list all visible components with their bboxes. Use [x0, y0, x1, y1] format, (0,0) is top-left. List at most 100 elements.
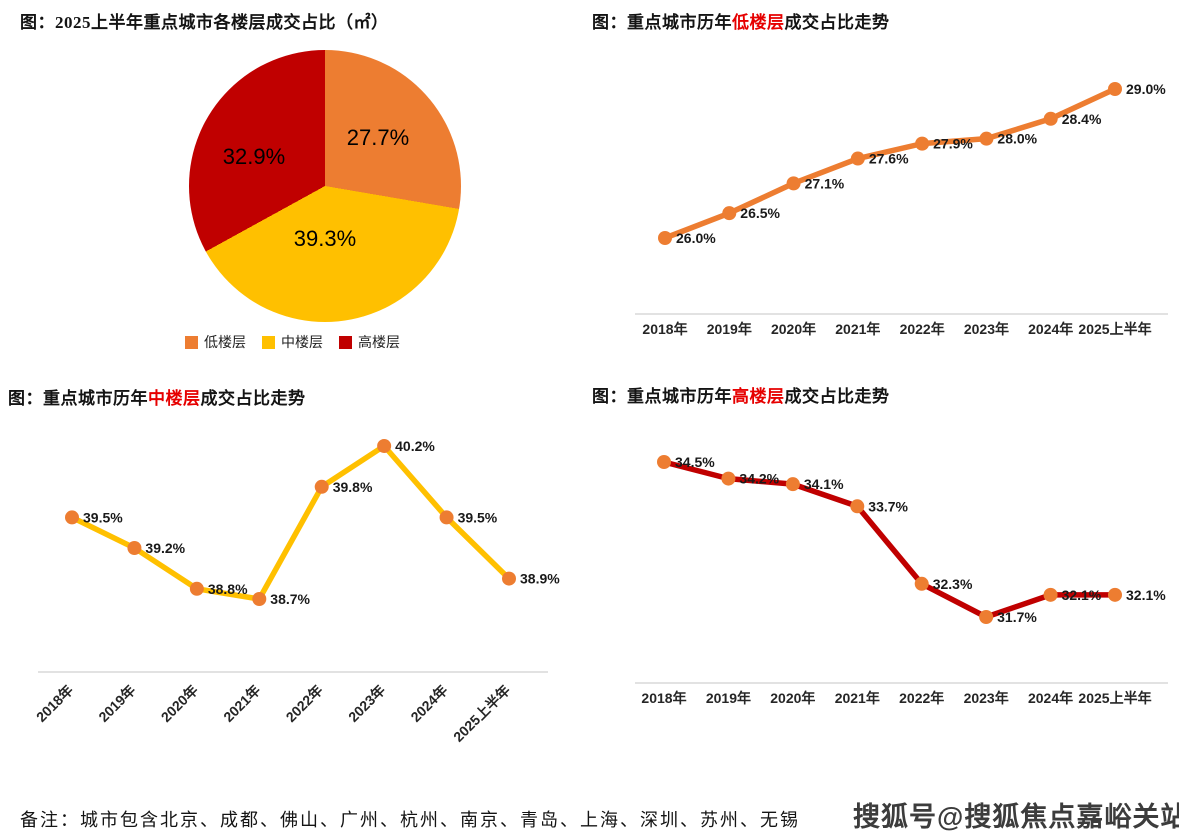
line-chart-low: 26.0% 2018年 26.5% 2019年 27.1% 2020年 27.6% 2021年…	[635, 81, 1168, 337]
data-point	[658, 231, 672, 245]
data-label: 26.0%	[676, 230, 716, 246]
x-axis-label: 2021年	[220, 682, 263, 725]
x-axis-label: 2022年	[283, 682, 326, 725]
x-axis-label: 2022年	[900, 321, 945, 337]
x-axis-label: 2024年	[1028, 321, 1073, 337]
x-axis-label: 2023年	[964, 321, 1009, 337]
line-series	[69, 443, 512, 602]
pie-slice-label-high: 32.9%	[222, 144, 286, 169]
x-axis-label: 2019年	[706, 690, 751, 706]
data-point	[314, 479, 329, 494]
data-label: 34.1%	[804, 476, 844, 492]
title-highlight: 中楼层	[148, 389, 201, 408]
data-point	[915, 136, 930, 151]
legend-item-mid: 中楼层	[262, 332, 323, 352]
data-label: 31.7%	[997, 609, 1037, 625]
pie-legend: 低楼层 中楼层 高楼层	[185, 332, 400, 352]
x-axis-label: 2023年	[964, 690, 1009, 706]
data-label: 39.8%	[333, 479, 373, 495]
data-label: 32.1%	[1126, 587, 1166, 603]
data-point	[850, 499, 865, 514]
x-axis-label: 2019年	[95, 682, 138, 725]
title-highlight: 低楼层	[732, 13, 785, 32]
line-chart-high-title: 图：重点城市历年高楼层成交占比走势	[592, 382, 890, 407]
data-point	[786, 176, 801, 191]
legend-swatch-high	[339, 335, 352, 349]
title-suffix: 成交占比走势	[200, 389, 306, 408]
data-label: 38.8%	[208, 581, 248, 597]
data-label: 39.2%	[145, 540, 185, 556]
data-label: 34.2%	[739, 471, 779, 487]
x-axis-label: 2022年	[899, 690, 944, 706]
data-point	[189, 581, 204, 596]
legend-label-high: 高楼层	[358, 336, 400, 351]
x-axis-label: 2025上半年	[1078, 690, 1151, 706]
data-label: 26.5%	[740, 205, 780, 221]
data-point	[65, 510, 79, 525]
data-label: 29.0%	[1126, 81, 1166, 97]
title-suffix: 成交占比走势	[784, 387, 890, 406]
data-point	[502, 571, 516, 586]
data-point	[127, 541, 142, 555]
data-point	[252, 592, 267, 606]
data-label: 33.7%	[868, 498, 908, 514]
line-chart-low-section: 图：重点城市历年低楼层成交占比走势 26.0% 2018年 26.5% 2019年 27…	[590, 0, 1179, 378]
data-point	[377, 439, 392, 453]
x-axis-label: 2023年	[345, 682, 388, 725]
data-point	[439, 510, 454, 525]
line-chart-mid-section: 图：重点城市历年中楼层成交占比走势 39.5% 2018年 39.2% 2019年 38…	[0, 378, 590, 778]
data-label: 32.1%	[1062, 587, 1102, 603]
x-axis-label: 2020年	[770, 690, 815, 706]
line-series	[661, 459, 1118, 620]
x-axis-label: 2024年	[407, 682, 450, 725]
x-axis-label: 2024年	[1028, 690, 1073, 706]
x-axis-label: 2025上半年	[450, 682, 513, 745]
title-prefix: 图：重点城市历年	[8, 389, 148, 408]
data-label: 34.5%	[675, 454, 715, 470]
data-point	[979, 610, 994, 624]
legend-swatch-mid	[262, 335, 275, 349]
x-axis-label: 2018年	[642, 321, 687, 337]
pie-slice-label-mid: 39.3%	[293, 226, 357, 251]
pie-slice-label-low: 27.7%	[346, 125, 410, 150]
data-point	[1043, 111, 1058, 126]
data-label: 39.5%	[83, 509, 123, 525]
line-series	[662, 86, 1118, 241]
data-label: 28.0%	[997, 131, 1037, 147]
line-chart-low-title: 图：重点城市历年低楼层成交占比走势	[592, 8, 890, 33]
data-point	[721, 471, 736, 486]
legend-item-low: 低楼层	[185, 332, 246, 352]
line-chart-high: 34.5% 2018年 34.2% 2019年 34.1% 2020年 33.7% 2021年…	[635, 454, 1168, 706]
x-axis-label: 2019年	[707, 321, 752, 337]
data-label: 27.9%	[933, 136, 973, 152]
data-label: 28.4%	[1062, 111, 1102, 127]
pie	[189, 50, 461, 322]
footnote: 备注：城市包含北京、成都、佛山、广州、杭州、南京、青岛、上海、深圳、苏州、无锡	[20, 810, 800, 830]
data-label: 27.6%	[869, 151, 909, 167]
data-point	[785, 477, 800, 492]
legend-label-mid: 中楼层	[281, 336, 323, 351]
title-highlight: 高楼层	[732, 387, 785, 406]
data-label: 38.7%	[270, 591, 310, 607]
data-point	[850, 151, 865, 166]
legend-label-low: 低楼层	[204, 336, 246, 351]
x-axis-label: 2020年	[771, 321, 816, 337]
data-point	[1108, 587, 1122, 602]
pie-chart-section: 图：2025上半年重点城市各楼层成交占比（㎡） 27.7% 39.3% 32.9…	[0, 0, 590, 378]
x-axis-label: 2025上半年	[1078, 321, 1151, 337]
x-axis-label: 2018年	[641, 690, 686, 706]
data-point	[979, 131, 994, 146]
data-point	[1043, 587, 1058, 602]
x-axis-label: 2021年	[835, 690, 880, 706]
legend-item-high: 高楼层	[339, 332, 400, 352]
watermark: 搜狐号@搜狐焦点嘉峪关站	[853, 802, 1179, 832]
title-prefix: 图：重点城市历年	[592, 387, 732, 406]
data-point	[657, 455, 671, 469]
line-chart-high-section: 图：重点城市历年高楼层成交占比走势 34.5% 2018年 34.2% 2019年 34…	[590, 378, 1179, 778]
data-label: 39.5%	[458, 509, 498, 525]
data-label: 27.1%	[805, 175, 845, 191]
data-point	[914, 576, 929, 591]
data-point	[722, 206, 737, 221]
data-label: 40.2%	[395, 438, 435, 454]
